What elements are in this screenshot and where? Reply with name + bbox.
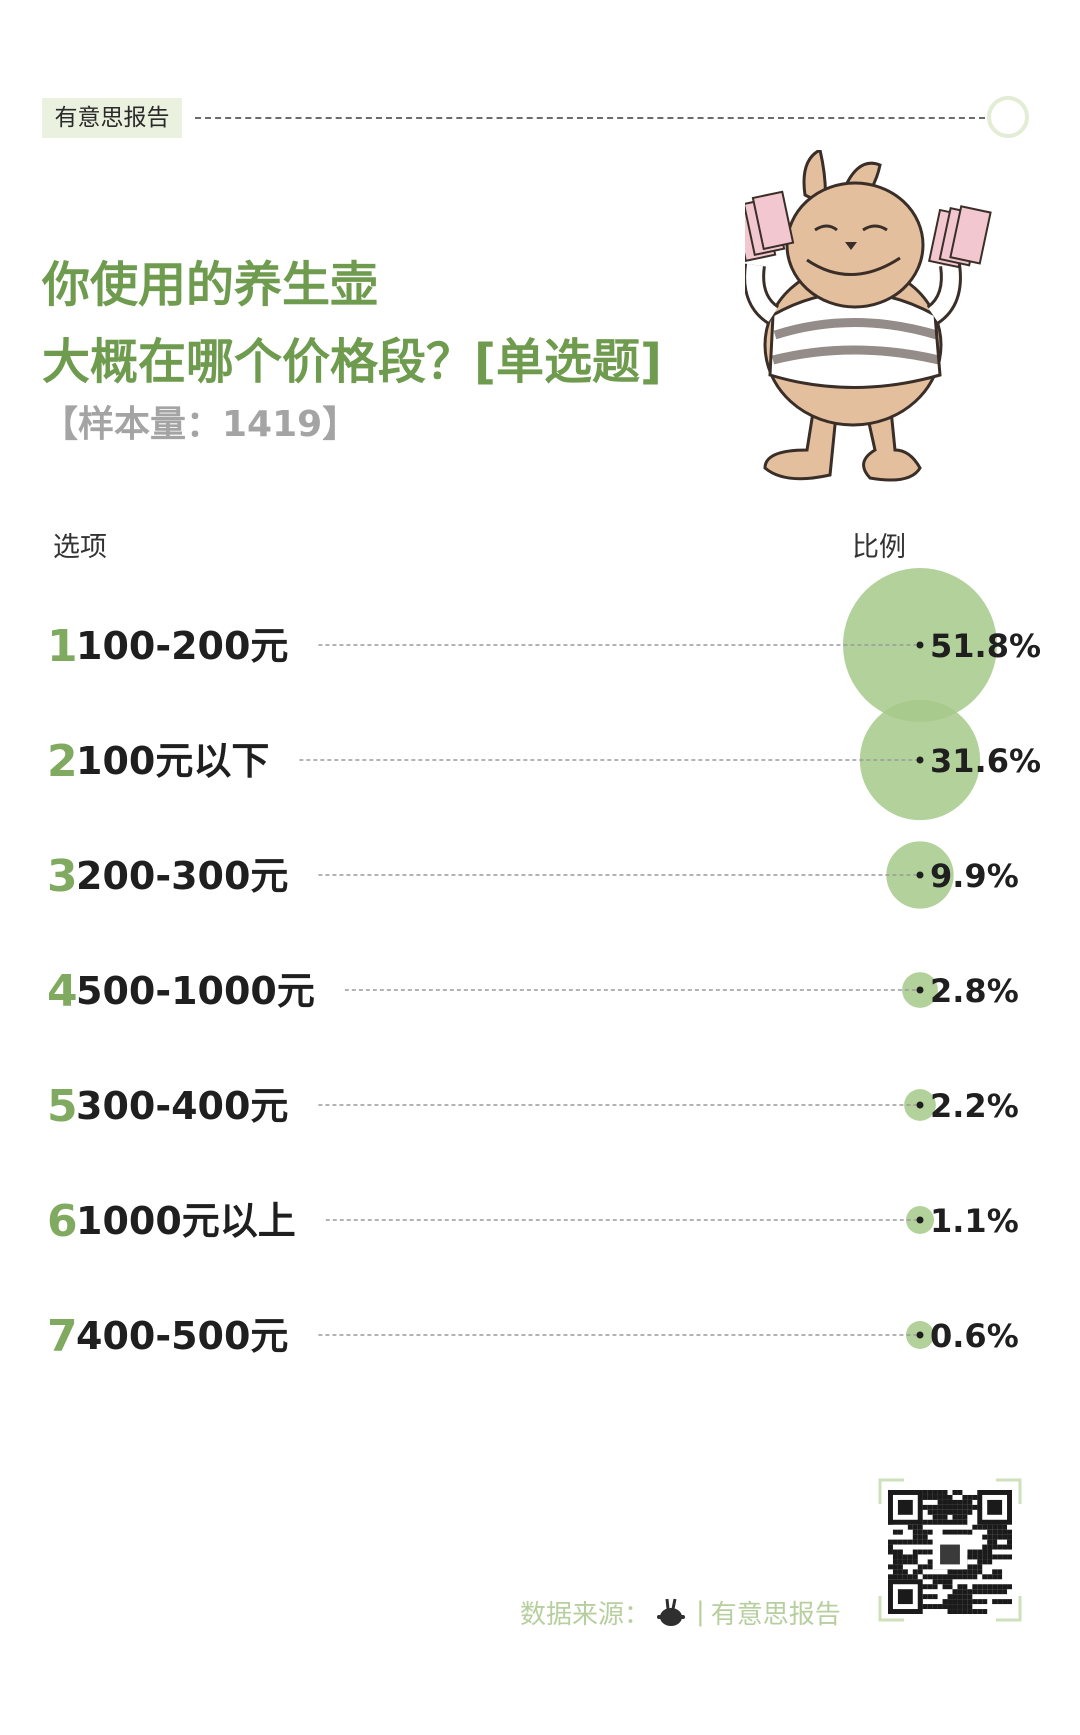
chart-title-line-1: 你使用的养生壶 <box>42 257 379 313</box>
value-dot-5 <box>916 1101 924 1109</box>
option-label-5: 300-400元 <box>76 1084 288 1128</box>
value-label-2: 31.6% <box>930 742 1041 780</box>
qr-frame <box>878 1478 1022 1622</box>
footer-source-label: 数据来源： <box>520 1599 651 1630</box>
value-label-1: 51.8% <box>930 627 1041 665</box>
column-header-option: 选项 <box>53 532 107 563</box>
value-dot-7 <box>916 1331 924 1339</box>
rank-number-6: 6 <box>47 1196 78 1247</box>
option-label-1: 100-200元 <box>76 624 288 668</box>
rank-number-5: 5 <box>47 1081 78 1132</box>
footer-source-name: 有意思报告 <box>710 1599 841 1630</box>
value-label-6: 1.1% <box>930 1202 1019 1240</box>
rabbit-mascot-icon <box>745 150 992 482</box>
qr-code-icon <box>888 1490 1012 1614</box>
column-header-ratio: 比例 <box>852 532 906 563</box>
value-dot-2 <box>916 756 924 764</box>
value-label-5: 2.2% <box>930 1087 1019 1125</box>
rank-number-7: 7 <box>47 1311 78 1362</box>
value-label-3: 9.9% <box>930 857 1019 895</box>
option-label-6: 1000元以上 <box>76 1199 296 1243</box>
brand-tag: 有意思报告 <box>42 98 182 138</box>
value-dot-1 <box>916 641 924 649</box>
rank-number-2: 2 <box>47 736 78 787</box>
option-label-2: 100元以下 <box>76 739 269 783</box>
value-dot-4 <box>916 986 924 994</box>
rank-number-1: 1 <box>47 621 78 672</box>
sample-size: 【样本量：1419】 <box>42 404 359 445</box>
rank-number-3: 3 <box>47 851 78 902</box>
option-label-4: 500-1000元 <box>76 969 315 1013</box>
rank-number-4: 4 <box>47 966 78 1017</box>
chart-title-line-2: 大概在哪个价格段？[单选题] <box>42 334 662 390</box>
value-dot-6 <box>916 1216 924 1224</box>
option-label-3: 200-300元 <box>76 854 288 898</box>
header-divider <box>195 117 985 119</box>
footer-separator: | <box>696 1597 705 1627</box>
value-label-4: 2.8% <box>930 972 1019 1010</box>
value-dot-3 <box>916 871 924 879</box>
header-ring-icon <box>987 96 1029 138</box>
rabbit-logo-icon <box>657 1598 686 1626</box>
value-label-7: 0.6% <box>930 1317 1019 1355</box>
option-label-7: 400-500元 <box>76 1314 288 1358</box>
footer-source: 数据来源： | 有意思报告 <box>520 1592 841 1632</box>
